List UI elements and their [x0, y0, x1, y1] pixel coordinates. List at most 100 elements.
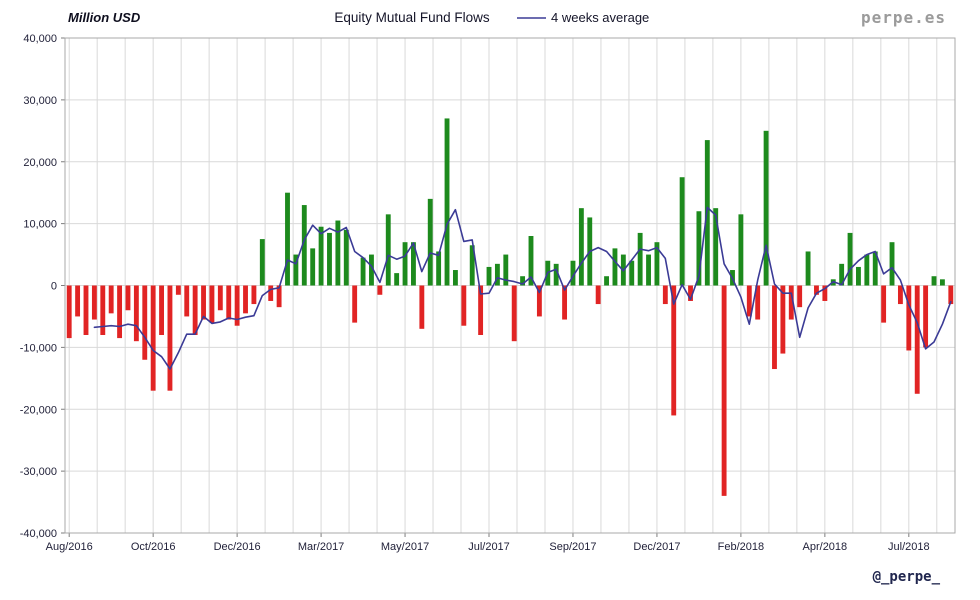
x-tick-label: Oct/2016: [131, 541, 176, 553]
inflow-bar: [259, 239, 265, 286]
outflow-bar: [226, 285, 232, 320]
author-handle: @_perpe_: [873, 569, 941, 585]
inflow-bar: [646, 254, 651, 286]
outflow-bar: [83, 285, 89, 335]
four-week-average-line: [93, 206, 952, 370]
chart-title: Equity Mutual Fund Flows: [334, 10, 490, 25]
outflow-bar: [142, 285, 148, 360]
inflow-bar: [310, 248, 316, 286]
outflow-bar: [906, 285, 912, 351]
inflow-bar: [427, 198, 433, 286]
x-tick-label: Jul/2017: [468, 541, 510, 553]
outflow-bar: [671, 285, 677, 416]
outflow-bar: [478, 285, 484, 335]
inflow-bar: [939, 279, 945, 286]
outflow-bar: [923, 285, 929, 348]
y-tick-label: -40,000: [20, 528, 57, 540]
inflow-bar: [335, 220, 341, 286]
outflow-bar: [822, 285, 828, 301]
outflow-bar: [780, 285, 786, 354]
inflow-bar: [553, 263, 559, 286]
outflow-bar: [217, 285, 223, 311]
inflow-bar: [436, 251, 442, 286]
legend-label: 4 weeks average: [551, 10, 649, 25]
inflow-bar: [343, 229, 349, 286]
inflow-bar: [293, 254, 299, 286]
inflow-bar: [864, 254, 870, 286]
inflow-bar: [805, 251, 811, 286]
outflow-bar: [167, 285, 173, 391]
y-tick-label: -30,000: [20, 466, 57, 478]
outflow-bar: [192, 285, 198, 335]
inflow-bar: [612, 248, 618, 286]
inflow-bar: [847, 232, 853, 286]
outflow-bar: [595, 285, 601, 305]
site-watermark: perpe.es: [861, 8, 946, 27]
outflow-bar: [91, 285, 97, 320]
inflow-bar: [738, 214, 744, 286]
y-tick-label: 0: [51, 281, 57, 293]
x-tick-label: Apr/2018: [803, 541, 848, 553]
inflow-bar: [411, 242, 416, 286]
y-tick-label: -10,000: [20, 342, 57, 354]
outflow-bar: [133, 285, 139, 342]
inflow-bar: [696, 211, 702, 286]
x-tick-label: Feb/2018: [718, 541, 764, 553]
outflow-bar: [562, 285, 568, 320]
inflow-bar: [654, 242, 660, 286]
outflow-bar: [511, 285, 517, 342]
outflow-bar: [75, 285, 81, 317]
outflow-bar: [419, 285, 425, 329]
x-tick-label: May/2017: [381, 541, 429, 553]
y-tick-label: 20,000: [23, 157, 57, 169]
outflow-bar: [536, 285, 542, 317]
y-tick-label: -20,000: [20, 404, 57, 416]
outflow-bar: [251, 285, 257, 305]
inflow-bar: [578, 208, 584, 286]
inflow-bar: [839, 263, 845, 286]
x-tick-label: Aug/2016: [46, 541, 93, 553]
outflow-bar: [377, 285, 383, 295]
outflow-bar: [662, 285, 668, 305]
x-tick-label: Mar/2017: [298, 541, 344, 553]
outflow-bar: [914, 285, 920, 394]
outflow-bar: [159, 285, 164, 335]
outflow-bar: [746, 285, 752, 317]
inflow-bar: [889, 242, 895, 286]
outflow-bar: [788, 285, 794, 320]
outflow-bar: [234, 285, 240, 326]
axis-layer: 40,000 30,000 20,000 10,000 0 -10,000 -20,000 -…: [20, 33, 956, 553]
inflow-bar: [629, 260, 635, 286]
inflow-bar: [763, 130, 769, 286]
y-axis-unit-label: Million USD: [68, 10, 141, 25]
inflow-bar: [528, 236, 534, 286]
outflow-bar: [243, 285, 248, 314]
outflow-bar: [184, 285, 190, 317]
inflow-bar: [394, 273, 400, 286]
inflow-bar: [872, 251, 878, 286]
inflow-bar: [318, 226, 324, 286]
inflow-bar: [301, 205, 307, 286]
inflow-bar: [369, 254, 374, 286]
outflow-bar: [66, 285, 72, 339]
inflow-bar: [570, 260, 576, 286]
outflow-bar: [276, 285, 282, 308]
inflow-bar: [285, 192, 290, 286]
outflow-bar: [108, 285, 114, 314]
inflow-bar: [486, 266, 492, 286]
plot-border: [64, 37, 956, 534]
inflow-bar: [452, 270, 458, 286]
outflow-bar: [772, 285, 777, 370]
outflow-bar: [461, 285, 467, 326]
inflow-bar: [931, 276, 937, 286]
grid-layer: [65, 37, 955, 534]
outflow-bar: [268, 285, 274, 301]
x-tick-label: Dec/2017: [633, 541, 680, 553]
outflow-bar: [881, 285, 887, 323]
bars-layer: [66, 118, 954, 496]
inflow-bar: [444, 118, 450, 286]
outflow-bar: [175, 285, 181, 295]
outflow-bar: [897, 285, 903, 305]
inflow-bar: [679, 177, 685, 286]
outflow-bar: [150, 285, 156, 391]
